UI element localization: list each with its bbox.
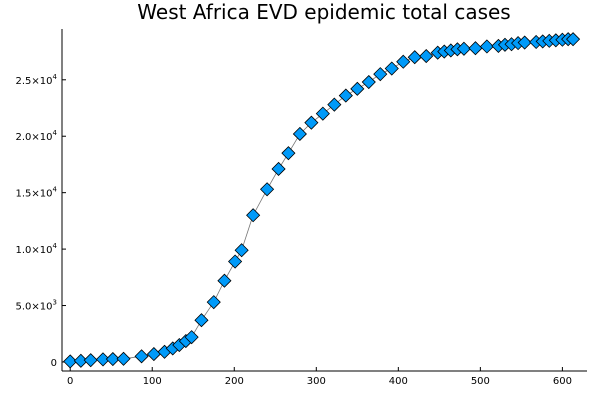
data-point — [468, 41, 483, 56]
y-tick-label: 5.0×103 — [16, 299, 57, 313]
data-point — [234, 243, 249, 258]
x-tick-label: 600 — [553, 376, 572, 387]
y-axis-ticks: 0 5.0×103 1.0×104 1.5×104 2.0×104 2.5×104 — [16, 73, 66, 369]
x-tick-label: 500 — [471, 376, 490, 387]
data-point — [292, 126, 307, 142]
data-point — [327, 97, 342, 112]
data-point — [456, 41, 472, 56]
data-point — [146, 347, 161, 362]
x-tick-label: 100 — [143, 376, 162, 387]
data-point — [565, 32, 581, 47]
y-tick-label: 0 — [51, 358, 57, 369]
y-tick-label: 1.0×104 — [16, 242, 58, 256]
data-point — [281, 146, 296, 161]
x-tick-label: 200 — [225, 376, 244, 387]
data-point — [63, 354, 78, 369]
data-point — [407, 50, 422, 65]
series-line — [70, 38, 574, 362]
data-point — [396, 54, 411, 69]
data-point — [83, 353, 98, 368]
chart-title: West Africa EVD epidemic total cases — [137, 0, 510, 24]
x-tick-label: 300 — [307, 376, 326, 387]
x-tick-label: 0 — [67, 376, 73, 387]
x-tick-label: 400 — [389, 376, 408, 387]
data-point — [228, 254, 243, 269]
data-point — [260, 182, 275, 197]
data-point — [134, 349, 149, 364]
data-point — [194, 313, 209, 328]
y-tick-label: 2.5×104 — [16, 73, 58, 87]
data-point — [517, 35, 532, 50]
data-point — [361, 74, 376, 90]
data-point — [271, 161, 286, 177]
data-point — [217, 273, 232, 288]
data-point — [350, 81, 365, 96]
y-tick-label: 2.0×104 — [16, 129, 58, 143]
data-point — [304, 115, 319, 130]
data-point — [338, 88, 353, 103]
data-point — [105, 351, 120, 367]
data-point — [184, 330, 199, 345]
data-point — [373, 67, 388, 82]
data-point — [315, 106, 330, 121]
plot-series — [63, 32, 581, 369]
y-tick-label: 1.5×104 — [16, 186, 58, 200]
data-point — [246, 208, 261, 223]
data-point — [206, 295, 221, 310]
data-point — [384, 61, 399, 76]
data-point — [116, 351, 131, 366]
data-point — [479, 39, 494, 54]
data-point — [419, 49, 434, 64]
axes — [61, 29, 587, 372]
x-axis-ticks: 0 100 200 300 400 500 600 — [67, 367, 572, 387]
data-point — [95, 352, 111, 367]
